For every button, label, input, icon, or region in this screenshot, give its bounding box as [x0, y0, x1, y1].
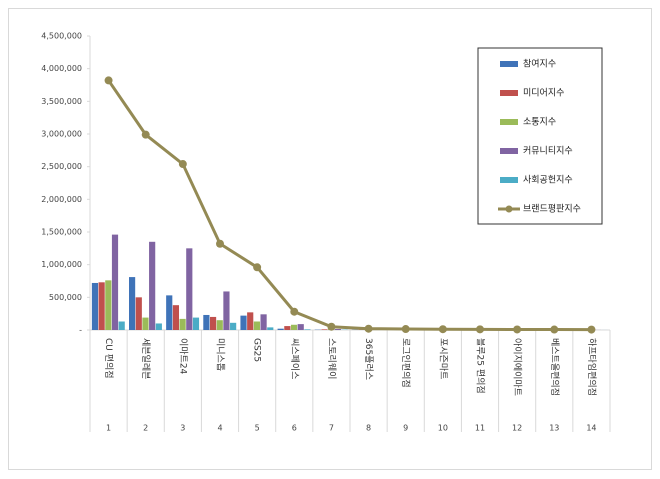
legend-label: 브랜드평판지수 — [523, 204, 581, 215]
bar — [186, 248, 193, 330]
line-marker — [587, 325, 596, 334]
line-marker — [401, 325, 410, 334]
bar — [240, 315, 247, 330]
bar — [142, 317, 149, 330]
legend-swatch — [500, 148, 518, 154]
bar — [284, 326, 291, 330]
x-tick-label: 미니스톱 — [215, 338, 226, 371]
line — [107, 79, 592, 332]
x-tick-label: 블루25 편의점 — [475, 338, 487, 394]
legend-label: 커뮤니티지수 — [523, 146, 573, 157]
x-tick-label: 로그인편의점 — [400, 338, 412, 388]
line-marker — [476, 325, 484, 334]
bar — [111, 234, 119, 330]
bar — [267, 327, 274, 330]
line-marker — [216, 239, 224, 248]
x-tick-label: 이마트24 — [177, 338, 188, 375]
rank-label: 13 — [549, 424, 559, 433]
bar — [297, 324, 304, 330]
rank-label: 6 — [292, 424, 297, 433]
legend-swatch — [500, 119, 518, 125]
line-marker — [550, 325, 559, 334]
bar — [166, 295, 173, 330]
x-tick-label: 스토리웨이 — [326, 338, 338, 379]
legend-swatch — [500, 61, 518, 67]
bar — [172, 305, 180, 330]
bar — [334, 329, 341, 330]
legend-swatch — [500, 177, 518, 183]
bar — [209, 316, 217, 330]
legend-box — [477, 47, 603, 225]
bar — [91, 282, 99, 330]
rank-label: 11 — [475, 424, 485, 433]
y-tick-label: 1,500,000 — [41, 228, 82, 237]
y-tick-label: 500,000 — [49, 293, 82, 302]
rank-label: 4 — [217, 424, 222, 433]
bar — [216, 320, 223, 330]
line-marker — [364, 324, 373, 333]
bar — [155, 323, 162, 330]
rank-label: 5 — [255, 424, 260, 433]
bar — [179, 318, 186, 330]
legend-swatch — [500, 90, 518, 96]
x-tick-label: 세븐일레븐 — [140, 338, 151, 379]
y-tick-label: 1,000,000 — [41, 260, 82, 269]
rank-label: 1 — [106, 424, 111, 433]
rank-label: 2 — [143, 424, 148, 433]
bar — [277, 328, 284, 330]
x-tick-label: CU 편의점 — [103, 338, 115, 379]
legend-swatch — [505, 205, 513, 213]
bar — [260, 314, 267, 330]
bar — [253, 321, 260, 330]
x-tick-label: 포시즌마트 — [437, 338, 448, 379]
y-tick-label: 2,500,000 — [41, 162, 82, 171]
legend-label: 참여지수 — [523, 58, 556, 70]
bar — [304, 329, 311, 330]
x-tick-label: 베스트올편의점 — [549, 338, 561, 396]
bar — [247, 312, 254, 330]
rank-label: 10 — [438, 424, 448, 433]
legend-label: 사회공헌지수 — [523, 175, 573, 186]
bar — [105, 280, 112, 330]
y-tick-label: - — [79, 326, 82, 335]
bar — [192, 317, 200, 330]
rank-label: 14 — [586, 424, 596, 433]
y-tick-label: 4,000,000 — [41, 64, 82, 73]
x-tick-label: 씨스페이스 — [289, 338, 300, 379]
bar — [149, 241, 156, 330]
y-tick-label: 3,000,000 — [41, 130, 82, 139]
y-tick-label: 3,500,000 — [41, 97, 82, 106]
rank-label: 9 — [403, 424, 408, 433]
y-tick-label: 2,000,000 — [41, 195, 82, 204]
line-marker — [327, 322, 336, 331]
line-marker — [141, 130, 150, 139]
bar — [223, 291, 230, 330]
legend-label: 미디어지수 — [523, 88, 564, 99]
line-marker — [253, 263, 262, 272]
rank-label: 3 — [180, 424, 185, 433]
bar — [230, 322, 237, 330]
bar — [290, 324, 298, 330]
line-marker — [513, 325, 522, 334]
x-tick-label: 365플러스 — [363, 338, 374, 380]
line-marker — [178, 160, 187, 169]
x-tick-label: GS25 — [252, 338, 262, 362]
bar — [98, 282, 105, 330]
x-tick-label: 아이지에이마트 — [512, 338, 523, 396]
rank-label: 7 — [329, 424, 334, 433]
legend-label: 소통지수 — [523, 117, 556, 128]
line-marker — [104, 76, 113, 85]
bar — [135, 297, 142, 330]
line-marker — [438, 325, 447, 334]
rank-label: 12 — [512, 424, 522, 433]
rank-label: 8 — [366, 424, 371, 433]
bar — [118, 321, 125, 330]
y-tick-label: 4,500,000 — [41, 32, 82, 41]
bar — [129, 277, 136, 330]
bar — [203, 314, 210, 330]
x-tick-label: 하프타임편의점 — [586, 338, 598, 396]
line-marker — [290, 307, 299, 316]
bar — [321, 329, 328, 330]
